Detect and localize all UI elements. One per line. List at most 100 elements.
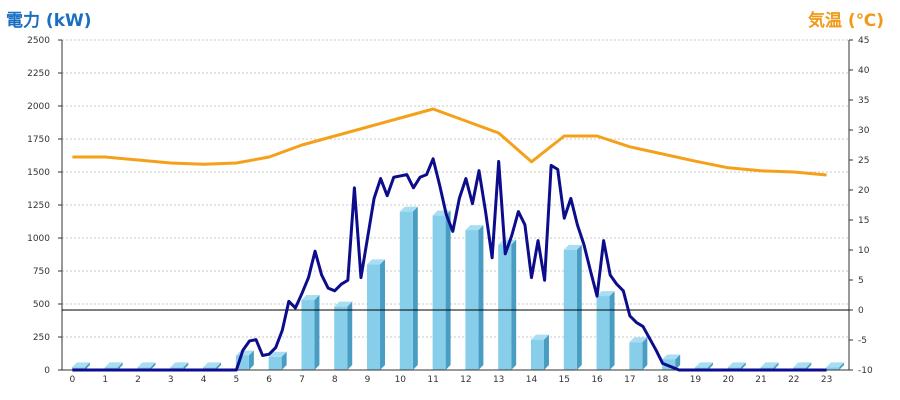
left-axis-tick-label: 0 [44, 366, 50, 376]
bar-top [760, 362, 779, 368]
x-axis-tick-label: 10 [395, 375, 407, 385]
bar-side [380, 259, 386, 370]
left-axis-tick-label: 2500 [27, 36, 50, 46]
bar-side [216, 362, 222, 370]
temperature-line [72, 107, 827, 177]
right-axis-tick-label: 45 [858, 36, 869, 46]
bar-side [511, 239, 517, 370]
right-axis-tick-label: 40 [858, 66, 870, 76]
bar-top [596, 291, 615, 297]
bar-top [498, 239, 517, 245]
bar-top [104, 362, 123, 368]
x-axis-tick-label: 17 [624, 375, 635, 385]
left-axis-tick-label: 250 [33, 333, 50, 343]
left-axis-tick-label: 1250 [27, 201, 50, 211]
bar-top [465, 225, 484, 231]
right-axis-tick-label: 30 [858, 126, 870, 136]
bar-side [576, 244, 582, 370]
bar-top [71, 362, 90, 368]
bar-side [773, 362, 779, 370]
x-axis-tick-label: 2 [135, 375, 141, 385]
bar [596, 296, 610, 370]
x-axis-tick-label: 3 [168, 375, 174, 385]
bar-top [268, 351, 287, 357]
bar-side [445, 210, 451, 370]
bar [530, 339, 544, 370]
bar [629, 342, 643, 370]
bar-top [334, 301, 353, 307]
bar-top [203, 362, 222, 368]
bar-side [117, 362, 123, 370]
x-axis-tick-label: 7 [299, 375, 305, 385]
x-axis-tick-label: 8 [332, 375, 338, 385]
x-axis-tick-label: 21 [755, 375, 766, 385]
x-axis-tick-label: 11 [427, 375, 438, 385]
x-axis-tick-label: 12 [460, 375, 471, 385]
bar [367, 264, 381, 370]
bar-top [367, 259, 386, 265]
bar [399, 211, 413, 370]
bar [465, 230, 479, 370]
x-axis-tick-label: 20 [723, 375, 735, 385]
x-axis-tick-label: 13 [493, 375, 504, 385]
x-axis-tick-label: 23 [821, 375, 832, 385]
x-axis-tick-label: 15 [559, 375, 570, 385]
bar-top [170, 362, 189, 368]
bar-side [347, 301, 353, 370]
right-axis-tick-label: 35 [858, 96, 869, 106]
right-axis-tick-label: -5 [858, 336, 867, 346]
x-axis-tick-label: 9 [365, 375, 371, 385]
x-axis-tick-label: 22 [788, 375, 799, 385]
bar-side [642, 337, 648, 370]
left-axis-tick-label: 1750 [27, 135, 50, 145]
bar-side [150, 362, 156, 370]
right-axis-tick-label: 20 [858, 186, 870, 196]
bar [334, 306, 348, 370]
bar-side [281, 351, 287, 370]
bar-side [84, 362, 90, 370]
right-axis-tick-label: 0 [858, 306, 864, 316]
left-axis-tick-label: 1500 [27, 168, 50, 178]
bar-side [609, 291, 615, 370]
bar-side [806, 362, 812, 370]
bar [826, 367, 840, 370]
bar-top [727, 362, 746, 368]
bar-top [793, 362, 812, 368]
bar-top [137, 362, 156, 368]
x-axis-tick-label: 1 [102, 375, 108, 385]
left-axis-title: 電力 (kW) [6, 11, 92, 31]
power-line [72, 157, 827, 372]
right-axis-tick-label: 15 [858, 216, 869, 226]
x-axis-tick-label: 0 [70, 375, 76, 385]
bar-side [478, 225, 484, 370]
bar-top [399, 206, 418, 212]
right-axis-tick-label: -10 [858, 366, 873, 376]
bar-side [412, 206, 418, 370]
bar-top [563, 244, 582, 250]
right-axis-tick-label: 5 [858, 276, 864, 286]
bar-side [543, 334, 549, 370]
left-axis-tick-label: 500 [33, 300, 50, 310]
bar-side [707, 362, 713, 370]
x-axis-tick-label: 16 [591, 375, 603, 385]
bar-side [839, 362, 845, 370]
bar-side [675, 354, 681, 370]
bar-side [248, 350, 254, 370]
bar [301, 300, 315, 370]
bar-top [694, 362, 713, 368]
x-axis-tick-label: 19 [690, 375, 702, 385]
right-axis-tick-label: 10 [858, 246, 870, 256]
bar [432, 215, 446, 370]
bar-top [662, 354, 681, 360]
left-axis-tick-label: 750 [33, 267, 50, 277]
x-axis-tick-label: 14 [526, 375, 538, 385]
right-axis-title: 気温 (℃) [807, 11, 884, 31]
x-axis-tick-label: 18 [657, 375, 669, 385]
left-axis-tick-label: 1000 [27, 234, 50, 244]
bar-side [740, 362, 746, 370]
bar-side [183, 362, 189, 370]
right-axis-tick-label: 25 [858, 156, 869, 166]
bar-top [530, 334, 549, 340]
bar-top [826, 362, 845, 368]
